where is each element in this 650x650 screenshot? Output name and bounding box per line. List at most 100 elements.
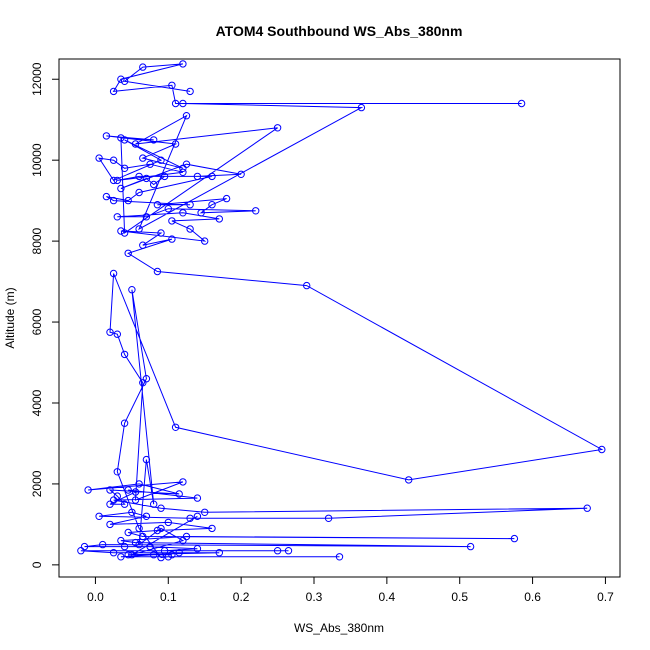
data-point [201,508,209,516]
data-point [135,524,143,533]
data-point [113,492,122,500]
data-point [193,494,202,502]
data-point [168,551,176,559]
data-point [284,547,293,555]
data-point [117,184,125,193]
data-point [182,112,191,120]
data-point [146,542,154,551]
data-point [109,196,118,205]
data-point [150,551,158,559]
data-point [131,140,140,148]
data-point [153,267,162,276]
data-point [142,174,151,183]
data-point [124,551,132,559]
data-point [215,215,224,223]
data-point [208,172,216,181]
data-point [179,478,187,486]
data-point [157,156,165,164]
y-tick-label: 0 [30,561,44,568]
data-point [273,547,282,555]
data-point [106,328,114,336]
chart-title: ATOM4 Southbound WS_Abs_380nm [216,23,463,39]
data-point [303,281,311,290]
data-point [186,87,194,96]
data-point [357,103,366,112]
data-point [222,194,231,203]
data-point [164,553,173,561]
x-axis-label: WS_Abs_380nm [294,621,384,635]
data-point [95,154,103,162]
data-point [113,330,122,338]
data-point [128,286,136,294]
y-tick-label: 2000 [30,470,44,497]
data-point [193,172,202,181]
data-point [157,229,165,237]
data-point [160,172,169,181]
data-point [120,500,129,508]
data-point [113,176,122,185]
data-point [171,423,180,431]
data-point [182,160,191,168]
data-point [120,542,129,551]
data-point [150,500,158,508]
data-point [109,269,118,278]
data-point [135,540,143,549]
data-point [182,532,191,541]
y-axis: 0 2000 4000 6000 8000 10000 12000 [30,62,60,568]
data-point [168,235,176,243]
data-point [139,532,147,541]
x-tick-label: 0.2 [233,590,250,604]
data-point [120,419,129,427]
data-point [273,124,282,132]
data-point [171,99,180,108]
data-point [598,445,606,454]
data-point [252,207,260,215]
data-point [186,514,194,522]
data-point [150,136,158,144]
data-point [106,520,114,529]
data-point [208,524,216,533]
data-point [142,375,151,383]
x-tick-label: 0.0 [87,590,104,604]
data-point [168,217,176,225]
data-point [142,512,151,520]
data-point [128,551,136,559]
data-point [168,81,176,90]
data-point [117,227,125,235]
data-point [157,524,165,533]
data-point [324,514,333,522]
data-point [142,455,151,464]
x-tick-label: 0.6 [524,590,541,604]
data-point [171,140,180,148]
data-point [80,542,89,551]
data-point [153,201,162,209]
data-point [99,540,107,549]
data-point [109,496,118,504]
data-point [135,225,143,233]
data-point [179,168,187,177]
data-point [117,75,125,83]
data-point [153,526,162,535]
data-point [124,249,132,258]
y-tick-label: 4000 [30,389,44,416]
data-point [124,486,132,494]
data-point [139,379,147,387]
data-point [135,480,143,488]
data-point [139,63,147,71]
data-point [193,545,202,553]
data-point [109,549,118,557]
data-point [179,60,187,68]
data-point [146,160,154,168]
data-point [113,213,122,221]
data-point [157,553,165,562]
data-point [102,192,111,201]
data-point [193,512,202,520]
data-point [109,156,118,164]
data-point [124,196,132,205]
x-tick-label: 0.5 [451,590,468,604]
data-point [175,549,183,557]
data-point [124,528,132,537]
data-point [237,170,245,179]
x-tick-label: 0.7 [597,590,614,604]
